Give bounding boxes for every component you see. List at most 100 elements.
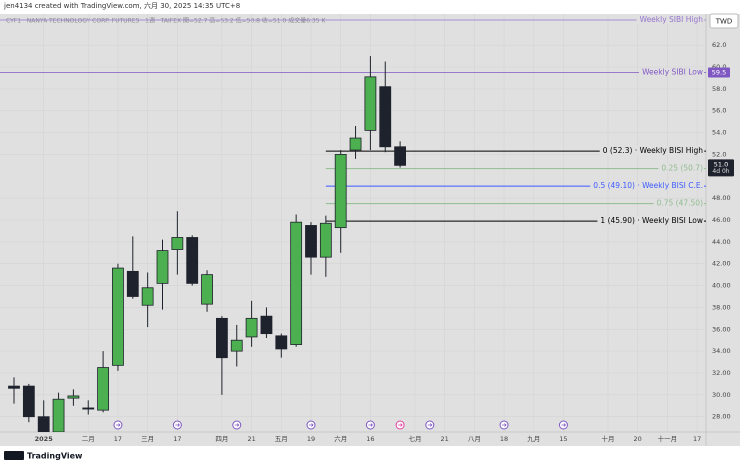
price-tag-text: 59.5	[712, 68, 726, 76]
y-tick-label: 58.0	[712, 85, 726, 93]
level-label-bg	[653, 198, 705, 208]
candle-body	[112, 267, 124, 366]
level-label-bg	[658, 163, 705, 173]
level-label: 1 (45.90) · Weekly BISI Low	[600, 216, 703, 225]
candle-body	[22, 385, 35, 418]
event-icon-glyph	[502, 423, 507, 427]
x-tick-label: 18	[500, 435, 508, 443]
level-label-bg	[639, 67, 704, 77]
candle-body	[230, 339, 243, 352]
event-icon-glyph	[398, 423, 403, 427]
y-tick-label: 34.00	[712, 347, 731, 355]
y-tick-label: 52.0	[712, 150, 726, 158]
level-label-bg	[636, 15, 705, 25]
x-tick-label: 17	[114, 435, 122, 443]
candle-body	[245, 317, 258, 338]
x-tick-label: 十月	[602, 434, 615, 443]
x-tick-label: 六月	[334, 434, 347, 443]
candle-body	[394, 146, 407, 166]
y-tick-label: 62.0	[712, 41, 726, 49]
x-tick-label: 七月	[408, 434, 421, 443]
y-tick-label: 32.00	[712, 369, 731, 377]
level-label: Weekly SIBI Low	[642, 67, 703, 76]
currency-box[interactable]	[709, 13, 739, 29]
x-tick-label: 三月	[141, 435, 154, 443]
level-label: 0.25 (50.7)	[661, 164, 703, 173]
logo	[4, 451, 24, 460]
candle-body	[349, 137, 362, 151]
last-price-tag	[708, 159, 734, 177]
level-label-bg	[590, 181, 704, 191]
candle-body	[215, 317, 228, 359]
currency[interactable]: TWD	[715, 18, 733, 26]
price-axis	[706, 14, 740, 432]
time-axis	[0, 432, 740, 446]
price-tag	[708, 67, 730, 78]
candle-body	[52, 398, 65, 432]
event-icon-glyph	[427, 423, 433, 427]
y-tick-label: 38.00	[712, 303, 731, 311]
candle-body	[8, 385, 20, 389]
candle-body	[67, 395, 80, 399]
plot	[0, 14, 706, 432]
candle-body	[82, 407, 95, 410]
candle-body	[141, 287, 154, 306]
brand: TradingView	[27, 452, 83, 461]
y-tick-label: 28.00	[712, 413, 731, 421]
last-price: 51.0	[714, 160, 728, 168]
event-icon-glyph	[561, 423, 567, 427]
x-tick-label: 五月	[275, 435, 288, 443]
y-tick-label: 56.0	[712, 107, 726, 115]
x-tick-label: 二月	[82, 435, 95, 443]
event-icon-glyph	[175, 423, 180, 427]
countdown: 4d 0h	[712, 168, 729, 175]
y-tick-label: 60.0	[712, 63, 726, 71]
x-tick-label: 15	[559, 435, 567, 443]
y-tick-label: 54.0	[712, 129, 726, 137]
y-tick-label: 46.00	[712, 216, 731, 224]
y-tick-label: 44.00	[712, 238, 731, 246]
candle-body	[334, 154, 347, 229]
x-tick-label: 16	[366, 435, 374, 443]
y-tick-label: 42.00	[712, 260, 731, 268]
candle-body	[97, 367, 109, 411]
level-label: 0.75 (47.50)	[657, 199, 703, 208]
candle-body	[156, 250, 169, 284]
y-tick-label: 40.00	[712, 282, 731, 290]
level-label-bg	[599, 146, 705, 156]
event-icon-glyph	[234, 423, 240, 427]
candle-body	[171, 237, 184, 250]
x-tick-label: 2025	[35, 435, 54, 443]
y-tick-label: 36.00	[712, 325, 731, 333]
level-label: Weekly SIBI High	[640, 15, 704, 24]
x-tick-label: 20	[634, 435, 642, 443]
x-tick-label: 四月	[215, 435, 228, 443]
y-tick-label: 48.00	[712, 194, 731, 202]
candle-body	[364, 76, 377, 131]
event-icon-glyph	[368, 423, 373, 427]
candle-body	[37, 416, 50, 432]
x-tick-label: 21	[441, 435, 449, 443]
candle-body	[201, 274, 213, 305]
x-tick-label: 八月	[468, 435, 481, 443]
candle-body	[305, 225, 317, 258]
credit: jen4134 created with TradingView.com, 六月…	[3, 1, 240, 10]
level-label: 0.5 (49.10) · Weekly BISI C.E.	[593, 181, 703, 190]
event-icon-glyph	[309, 423, 314, 427]
candle-body	[260, 315, 273, 335]
level-label-bg	[597, 216, 704, 226]
candle-body	[379, 86, 392, 148]
x-tick-label: 十一月	[658, 434, 678, 443]
x-tick-label: 九月	[527, 434, 540, 443]
candle-body	[275, 335, 288, 350]
x-tick-label: 21	[247, 435, 255, 443]
symbol-info: CYF1 · NANYA TECHNOLOGY CORP. FUTURES · …	[6, 17, 326, 25]
x-tick-label: 17	[693, 435, 701, 443]
candle-body	[126, 270, 139, 297]
y-tick-label: 30.00	[712, 391, 731, 399]
event-icon-glyph	[115, 423, 121, 427]
level-label: 0 (52.3) · Weekly BISI High	[603, 146, 704, 155]
x-tick-label: 19	[307, 435, 315, 443]
